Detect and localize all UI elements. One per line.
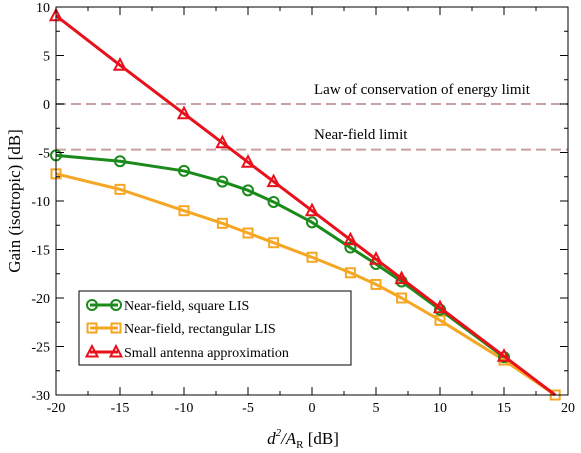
- data-point-square: [216, 217, 228, 229]
- series-line-1: [55, 172, 557, 397]
- x-axis-label-unit: [dB]: [304, 429, 339, 448]
- legend-swatch-marker: [86, 299, 98, 311]
- data-point-triangle: [394, 270, 409, 285]
- y-tick-label: 0: [43, 98, 50, 113]
- legend-swatch-marker: [84, 343, 100, 358]
- legend-box: [78, 290, 352, 366]
- data-point-triangle: [432, 299, 448, 314]
- legend-swatch-marker: [86, 322, 98, 334]
- y-tick-label: -20: [31, 292, 50, 307]
- legend: Near-field, square LIS Near-field, recta…: [78, 290, 352, 366]
- data-point-triangle: [112, 57, 128, 71]
- x-tick-label: 0: [309, 401, 316, 416]
- plot-area: [48, 7, 568, 401]
- data-point-triangle: [215, 134, 230, 149]
- data-point-square: [396, 292, 408, 304]
- x-axis-label-mid: /A: [280, 429, 297, 448]
- y-tick-label: -25: [31, 341, 50, 356]
- data-point-triangle: [304, 202, 320, 217]
- legend-swatch-marker: [108, 343, 124, 358]
- data-point-square: [114, 183, 126, 195]
- y-tick-label: 10: [36, 1, 50, 16]
- x-tick-label: 10: [433, 401, 447, 416]
- data-point-circle: [267, 195, 280, 208]
- y-axis-label: Gain (isotropic) [dB]: [5, 129, 24, 273]
- data-point-triangle: [343, 231, 358, 246]
- x-axis-label-sup: 2: [276, 427, 282, 439]
- data-point-square: [178, 205, 190, 217]
- y-tick-label: -5: [38, 147, 50, 162]
- data-point-square: [434, 314, 446, 326]
- series-line-2: [55, 14, 557, 397]
- axis-ticks: -20 -15 -10 -5 0 5 10 15 20 -30 -25 -20 -15 -10 -5 0 5 10: [31, 1, 575, 416]
- data-point-triangle: [240, 154, 256, 168]
- data-point-circle: [242, 184, 254, 197]
- legend-entries: [84, 299, 124, 358]
- legend-swatch-marker: [110, 299, 122, 311]
- data-point-triangle: [368, 251, 384, 265]
- y-tick-label: -30: [31, 389, 50, 404]
- x-axis-label-sub: R: [296, 439, 304, 451]
- data-point-square: [242, 227, 254, 239]
- x-tick-label: -20: [47, 401, 66, 416]
- data-point-square: [370, 278, 382, 290]
- data-point-circle: [216, 175, 229, 188]
- x-axis-label: d2/AR [dB]: [267, 427, 339, 451]
- data-point-circle: [344, 241, 357, 254]
- data-point-circle: [178, 164, 190, 177]
- series-line-0: [55, 153, 505, 359]
- data-point-circle: [114, 155, 126, 168]
- y-tick-label: 5: [43, 50, 50, 65]
- legend-swatch-marker: [110, 322, 122, 334]
- x-tick-label: 20: [561, 401, 575, 416]
- x-tick-label: -15: [111, 401, 130, 416]
- x-tick-label: 5: [373, 401, 380, 416]
- y-tick-label: -10: [31, 195, 50, 210]
- data-point-square: [306, 251, 318, 263]
- x-tick-label: 15: [497, 401, 511, 416]
- data-point-triangle: [496, 348, 512, 362]
- data-point-circle: [306, 216, 318, 229]
- ref-line-label-nearfield: Near-field limit: [314, 127, 408, 143]
- data-point-square: [268, 237, 280, 249]
- legend-label-square: Near-field, square LIS: [124, 299, 249, 314]
- ref-line-label-energy: Law of conservation of energy limit: [314, 82, 531, 98]
- x-tick-label: -5: [242, 401, 254, 416]
- legend-label-rectangular: Near-field, rectangular LIS: [124, 322, 276, 337]
- legend-label-small: Small antenna approximation: [124, 346, 289, 361]
- data-point-square: [344, 267, 356, 279]
- y-tick-label: -15: [31, 244, 50, 259]
- x-tick-label: -10: [175, 401, 194, 416]
- x-axis-label-main: d: [267, 429, 276, 448]
- data-point-triangle: [176, 105, 192, 120]
- data-point-triangle: [266, 173, 281, 188]
